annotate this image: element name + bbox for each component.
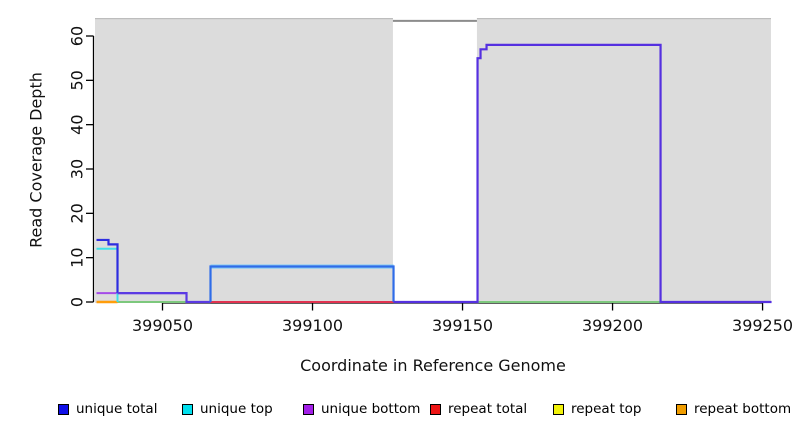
legend-swatch-repeat-top-icon bbox=[553, 403, 564, 415]
legend-label-repeat-bottom: repeat bottom bbox=[694, 401, 792, 417]
svg-text:50: 50 bbox=[68, 70, 87, 90]
legend-item-repeat-bottom: repeat bottom bbox=[676, 399, 791, 419]
svg-text:399150: 399150 bbox=[432, 316, 493, 335]
legend-item-repeat-top: repeat top bbox=[553, 399, 641, 419]
svg-text:399250: 399250 bbox=[732, 316, 792, 335]
legend-item-unique-bottom: unique bottom bbox=[303, 399, 420, 419]
legend-label-repeat-total: repeat total bbox=[448, 401, 528, 417]
svg-text:399100: 399100 bbox=[282, 316, 343, 335]
legend-label-unique-total: unique total bbox=[76, 401, 158, 417]
legend-swatch-unique-top-icon bbox=[182, 403, 193, 415]
svg-text:20: 20 bbox=[68, 203, 87, 223]
legend-swatch-unique-total-icon bbox=[58, 403, 69, 415]
legend-item-unique-total: unique total bbox=[58, 399, 157, 419]
legend-label-unique-top: unique top bbox=[200, 401, 273, 417]
x-axis-title: Coordinate in Reference Genome bbox=[300, 356, 566, 375]
legend-label-unique-bottom: unique bottom bbox=[321, 401, 421, 417]
legend-swatch-repeat-total-icon bbox=[430, 403, 441, 415]
legend-swatch-unique-bottom-icon bbox=[303, 403, 314, 415]
svg-text:40: 40 bbox=[68, 114, 87, 134]
svg-text:399050: 399050 bbox=[132, 316, 193, 335]
svg-text:10: 10 bbox=[68, 247, 87, 267]
y-axis-title: Read Coverage Depth bbox=[26, 72, 46, 248]
svg-text:60: 60 bbox=[68, 26, 87, 46]
legend-item-repeat-total: repeat total bbox=[430, 399, 527, 419]
legend-label-repeat-top: repeat top bbox=[571, 401, 642, 417]
legend-item-unique-top: unique top bbox=[182, 399, 273, 419]
legend-swatch-repeat-bottom-icon bbox=[676, 403, 687, 415]
svg-text:0: 0 bbox=[68, 297, 87, 307]
legend: unique total unique top unique bottom re… bbox=[0, 399, 792, 425]
svg-text:399200: 399200 bbox=[582, 316, 643, 335]
svg-text:30: 30 bbox=[68, 159, 87, 179]
